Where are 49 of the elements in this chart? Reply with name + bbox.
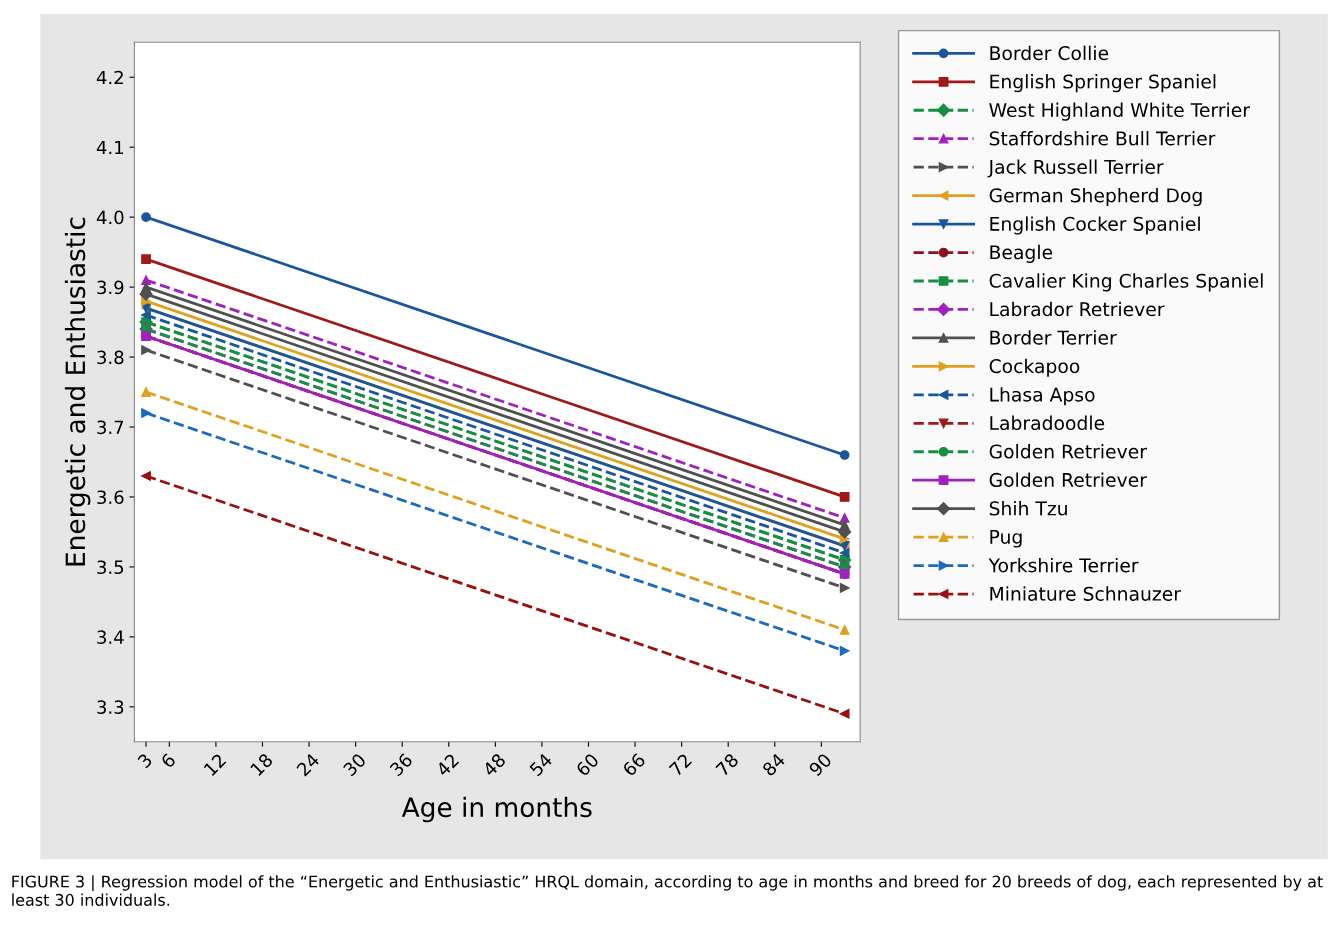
x-tick-label: 42 [435,753,460,777]
y-tick-label: 4.2 [96,70,123,85]
legend-label: Staffordshire Bull Terrier [989,131,1216,146]
legend-label: Yorkshire Terrier [988,557,1139,573]
x-tick-label: 36 [389,752,414,777]
legend-label: Cavalier King Charles Spaniel [989,273,1263,292]
legend-label: German Shepherd Dog [989,187,1202,207]
x-tick-label: 6 [160,752,177,769]
legend-label: Labradoodle [990,415,1105,431]
legend-label: Cockapoo [989,358,1080,377]
y-tick-label: 3.9 [97,280,124,295]
x-tick-label: 3 [137,752,153,769]
x-axis-title: Age in months [401,796,592,823]
y-tick-label: 3.5 [97,560,124,575]
legend-label: Labrador Retriever [990,301,1165,317]
y-tick-label: 3.4 [97,630,124,644]
legend-label: Beagle [990,244,1053,263]
x-tick-label: 60 [575,752,600,777]
legend-label: Jack Russell Terrier [987,159,1164,178]
x-tick-label: 12 [203,753,227,777]
x-tick-label: 30 [342,752,367,777]
caption: FIGURE 3 | Regression model of the “Energetic and Enthusiastic” HRQL domain, according to age in months and breed for 20 breeds of dog, each represented by at least 30 individuals. [12,875,1323,906]
legend-label: Shih Tzu [989,500,1067,516]
x-tick-label: 24 [295,752,320,777]
y-tick-label: 3.3 [97,700,124,714]
legend-label: Miniature Schnauzer [990,586,1181,601]
legend-label: Border Collie [990,45,1109,61]
x-tick-label: 48 [481,752,507,778]
legend-label: Golden Retriever [989,444,1147,459]
x-tick-label: 54 [528,752,554,777]
y-tick-label: 3.7 [97,420,124,435]
legend-label: Border Terrier [990,330,1117,345]
legend-label: Golden Retriever [989,472,1147,488]
x-tick-label: 90 [808,752,833,777]
y-axis-title: Energetic and Enthusiastic [64,217,91,566]
y-tick-label: 3.6 [97,490,124,505]
x-tick-label: 78 [715,752,740,777]
x-tick-label: 18 [249,752,274,777]
legend-label: English Cocker Spaniel [990,216,1200,235]
legend-label: Lhasa Apso [990,387,1095,406]
x-tick-label: 72 [668,753,692,777]
legend-label: West Highland White Terrier [989,102,1250,121]
legend-label: Pug [990,530,1022,548]
x-tick-label: 66 [621,752,647,777]
legend-label: English Springer Spaniel [990,74,1216,93]
x-tick-label: 84 [761,752,786,777]
y-tick-label: 4.1 [96,140,124,155]
y-tick-label: 4.0 [96,210,124,225]
y-tick-label: 3.8 [97,350,124,365]
